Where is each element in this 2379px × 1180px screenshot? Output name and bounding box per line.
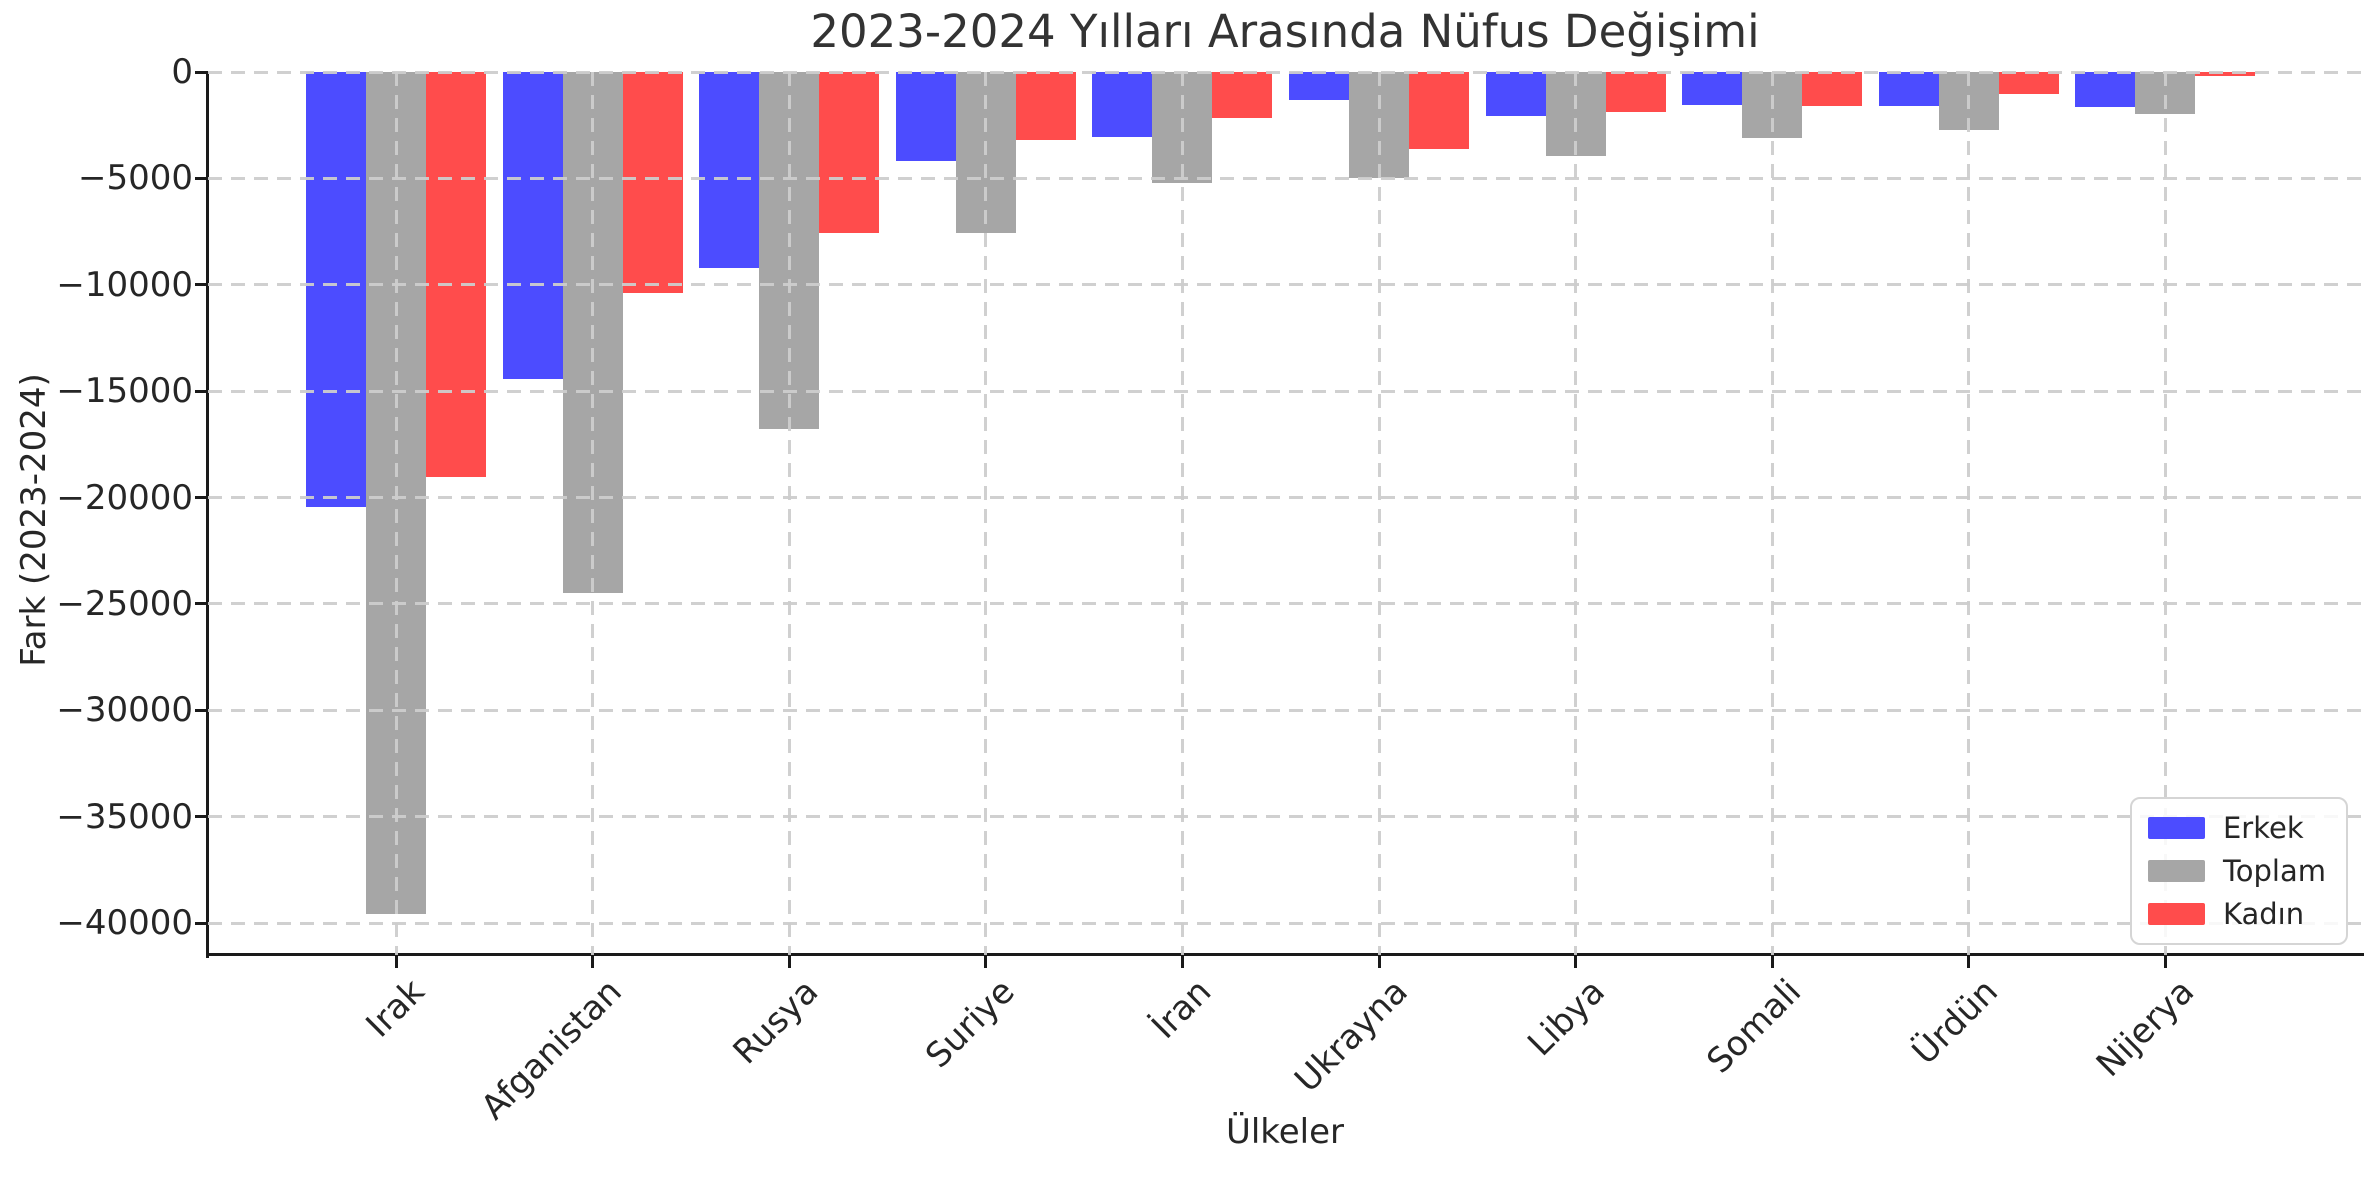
legend-label-kadin: Kadın: [2222, 897, 2305, 931]
legend-item-erkek: Erkek: [2147, 811, 2326, 845]
bar-afganistan-kadin: [622, 72, 683, 294]
left-axis-spine: [206, 72, 209, 958]
v-gridline-libya: [1574, 72, 1578, 955]
legend-item-toplam: Toplam: [2147, 854, 2326, 888]
h-gridline-15000: [208, 389, 2362, 393]
bar-suriye-erkek: [895, 72, 956, 162]
x-tick-mark: [1377, 955, 1381, 968]
bar-afganistan-erkek: [502, 72, 563, 380]
bar-suriye-kadin: [1015, 72, 1076, 141]
x-tick-label-rusya: Rusya: [725, 971, 827, 1073]
y-tick-label-40000: −40000: [56, 903, 193, 944]
legend-label-toplam: Toplam: [2222, 854, 2326, 888]
y-tick-label-0: 0: [171, 52, 193, 92]
y-tick-label-35000: −35000: [56, 796, 193, 837]
bar-i-ran-kadin: [1212, 72, 1273, 118]
h-gridline-35000: [208, 815, 2362, 819]
h-gridline-5000: [208, 176, 2362, 180]
h-gridline-25000: [208, 602, 2362, 606]
x-axis-label: Ülkeler: [1225, 1112, 1345, 1152]
y-tick-label-25000: −25000: [56, 583, 193, 624]
y-axis-label: Fark (2023-2024): [14, 373, 54, 667]
bar-nijerya-kadin: [2195, 72, 2256, 76]
y-tick-label-15000: −15000: [56, 371, 193, 412]
h-gridline-20000: [208, 496, 2362, 500]
bar-libya-erkek: [1485, 72, 1546, 117]
v-gridline-irak: [394, 72, 398, 955]
h-gridline-30000: [208, 708, 2362, 712]
v-gridline-i-ran: [1180, 72, 1184, 955]
x-tick-label-somali: Somali: [1699, 971, 1810, 1082]
y-tick-mark: [195, 708, 208, 712]
h-gridline-40000: [208, 921, 2362, 925]
x-tick-label-afganistan: Afganistan: [473, 971, 630, 1128]
x-tick-mark: [1574, 955, 1578, 968]
y-tick-mark: [195, 389, 208, 393]
y-tick-label-10000: −10000: [56, 264, 193, 305]
v-gridline-suriye: [984, 72, 988, 955]
x-tick-mark: [787, 955, 791, 968]
x-tick-label-ukrayna: Ukrayna: [1287, 971, 1416, 1101]
y-tick-mark: [195, 176, 208, 180]
x-tick-label-suriye: Suriye: [918, 971, 1023, 1076]
bar-ukrayna-erkek: [1289, 72, 1349, 101]
x-tick-mark: [984, 955, 988, 968]
y-tick-label-20000: −20000: [56, 477, 193, 518]
x-tick-mark: [1770, 955, 1774, 968]
y-tick-mark: [195, 283, 208, 287]
kadin-color-swatch: [2147, 903, 2205, 925]
grid-layer: [208, 70, 2362, 955]
bar-rusya-erkek: [699, 72, 760, 268]
y-tick-mark: [195, 921, 208, 925]
h-gridline-0: [208, 70, 2362, 74]
x-tick-mark: [2163, 955, 2167, 968]
legend: Erkek Toplam Kadın: [2129, 797, 2348, 945]
bar-irak-erkek: [306, 72, 366, 508]
bar-libya-kadin: [1605, 72, 1666, 112]
v-gridline-afganistan: [591, 72, 595, 955]
bar-urdun-kadin: [1998, 72, 2059, 95]
legend-item-kadin: Kadın: [2147, 897, 2326, 931]
bar-urdun-erkek: [1878, 72, 1939, 106]
h-gridline-10000: [208, 283, 2362, 287]
x-tick-label-urdun: Ürdün: [1904, 971, 2006, 1073]
bar-nijerya-erkek: [2075, 72, 2136, 107]
x-tick-label-irak: Irak: [358, 971, 433, 1046]
v-gridline-ukrayna: [1377, 72, 1381, 955]
bar-irak-kadin: [426, 72, 486, 478]
x-tick-mark: [591, 955, 595, 968]
bar-group-suriye: [895, 72, 1076, 233]
legend-label-erkek: Erkek: [2222, 811, 2304, 845]
y-tick-mark: [195, 70, 208, 74]
x-tick-label-libya: Libya: [1519, 971, 1613, 1065]
y-tick-mark: [195, 602, 208, 606]
erkek-color-swatch: [2147, 817, 2205, 839]
v-gridline-somali: [1770, 72, 1774, 955]
x-tick-mark: [394, 955, 398, 968]
x-tick-mark: [1180, 955, 1184, 968]
bar-i-ran-erkek: [1092, 72, 1153, 137]
bottom-axis-spine: [206, 953, 2364, 956]
y-tick-label-30000: −30000: [56, 690, 193, 731]
y-tick-mark: [195, 496, 208, 500]
plot-area: Erkek Toplam Kadın: [208, 70, 2362, 955]
bar-ukrayna-kadin: [1409, 72, 1469, 150]
v-gridline-rusya: [787, 72, 791, 955]
x-tick-label-i-ran: İran: [1144, 971, 1220, 1047]
bar-rusya-kadin: [819, 72, 880, 234]
bar-somali-kadin: [1802, 72, 1863, 106]
v-gridline-urdun: [1967, 72, 1971, 955]
y-tick-mark: [195, 815, 208, 819]
chart-title: 2023-2024 Yılları Arasında Nüfus Değişim…: [810, 5, 1760, 58]
x-tick-mark: [1967, 955, 1971, 968]
x-tick-label-nijerya: Nijerya: [2089, 971, 2203, 1085]
y-tick-label-5000: −5000: [77, 158, 193, 199]
toplam-color-swatch: [2147, 860, 2205, 882]
bar-somali-erkek: [1682, 72, 1743, 105]
bar-group-somali: [1682, 72, 1863, 139]
